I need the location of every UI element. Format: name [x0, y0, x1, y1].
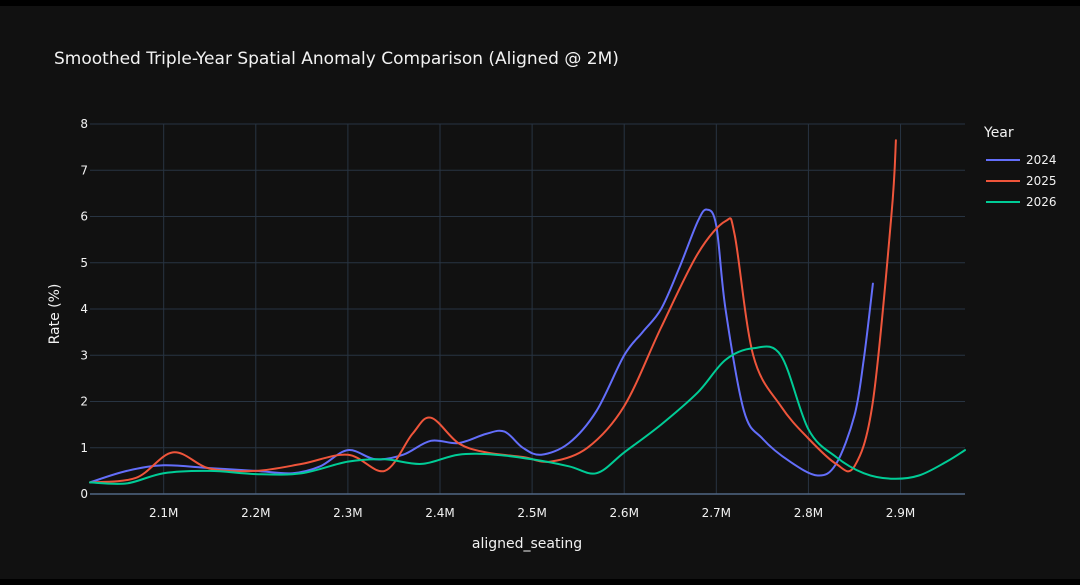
x-tick-label: 2.1M	[149, 506, 178, 520]
legend-item-2025[interactable]: 2025	[986, 174, 1057, 188]
series-layer	[89, 139, 966, 485]
legend-item-2026[interactable]: 2026	[986, 195, 1057, 209]
y-tick-label: 4	[80, 302, 88, 316]
line-chart: Smoothed Triple-Year Spatial Anomaly Com…	[47, 49, 1057, 552]
x-tick-label: 2.2M	[241, 506, 270, 520]
y-tick-label: 6	[80, 210, 88, 224]
y-tick-label: 3	[80, 348, 88, 362]
x-tick-label: 2.8M	[794, 506, 823, 520]
legend-label: 2024	[1026, 153, 1057, 167]
x-tick-label: 2.7M	[702, 506, 731, 520]
y-tick-label: 7	[80, 163, 88, 177]
y-tick-label: 5	[80, 256, 88, 270]
chart-title: Smoothed Triple-Year Spatial Anomaly Com…	[54, 49, 619, 69]
x-tick-label: 2.6M	[609, 506, 638, 520]
y-tick-label: 2	[80, 395, 88, 409]
legend[interactable]: Year 2024 2025 2026	[983, 125, 1057, 209]
legend-label: 2026	[1026, 195, 1057, 209]
series-line-2025[interactable]	[89, 139, 897, 484]
x-tick-label: 2.4M	[425, 506, 454, 520]
tick-layer: 0 1 2 3 4 5 6 7 8 2.1M 2.2M 2.3M 2.4M 2.5M 2.6M 2.7M 2.8…	[80, 117, 915, 520]
legend-items[interactable]: 2024 2025 2026	[986, 153, 1057, 209]
x-tick-label: 2.9M	[886, 506, 915, 520]
grid-layer	[90, 123, 965, 495]
y-tick-label: 8	[80, 117, 88, 131]
y-axis-title: Rate (%)	[47, 284, 63, 345]
series-line-2026[interactable]	[89, 345, 966, 485]
x-axis-title: aligned_seating	[472, 536, 582, 552]
legend-item-2024[interactable]: 2024	[986, 153, 1057, 167]
x-tick-label: 2.3M	[333, 506, 362, 520]
legend-title: Year	[983, 125, 1014, 141]
series-line-2024[interactable]	[89, 208, 874, 484]
y-tick-label: 1	[80, 441, 88, 455]
x-tick-label: 2.5M	[517, 506, 546, 520]
y-tick-label: 0	[80, 487, 88, 501]
legend-label: 2025	[1026, 174, 1057, 188]
chart-frame: Smoothed Triple-Year Spatial Anomaly Com…	[0, 6, 1080, 579]
